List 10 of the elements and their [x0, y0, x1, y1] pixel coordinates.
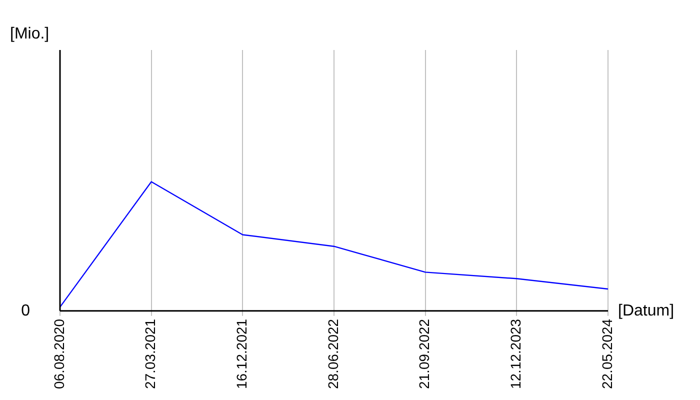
x-tick-label: 06.08.2020	[50, 318, 67, 390]
text: 0	[21, 302, 30, 320]
x-tick-label: 16.12.2021	[234, 318, 250, 390]
x-tick-label: 27.03.2021	[142, 318, 158, 390]
text: [Mio.]	[10, 25, 50, 42]
x-axis-title: [Datum]	[618, 302, 674, 320]
x-tick-label: 12.12.2023	[508, 318, 524, 390]
x-tick-label: 28.06.2022	[324, 318, 341, 390]
x-tick-label: 21.09.2022	[416, 318, 432, 390]
x-tick-label: 22.05.2024	[598, 318, 615, 390]
